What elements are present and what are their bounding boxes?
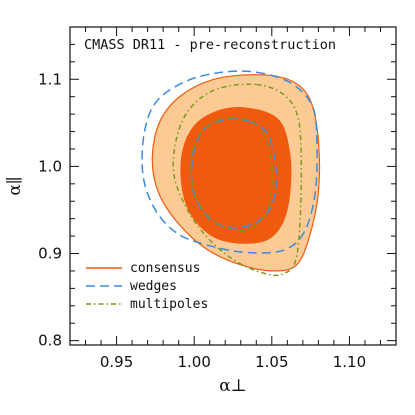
tick-layer: 0.95 1.00 1.05 1.10 0.8 0.9 1.0 1.1 [38, 27, 396, 371]
contour-layer [141, 70, 321, 277]
x-tick-label: 0.95 [100, 353, 133, 371]
chart-title: CMASS DR11 - pre-reconstruction [84, 37, 336, 53]
consensus-contour-1-sigma [180, 107, 292, 244]
multipoles-contour-2-sigma [172, 83, 303, 277]
legend-label-wedges: wedges [130, 279, 177, 294]
y-tick-label: 1.1 [38, 70, 62, 88]
legend: consensus wedges multipoles [86, 261, 208, 312]
legend-label-consensus: consensus [130, 261, 200, 276]
y-axis-label: α∥ [5, 176, 25, 195]
multipoles-contour-1-sigma [190, 117, 273, 231]
plot-frame [69, 26, 397, 346]
y-tick-label: 1.0 [38, 157, 62, 175]
x-tick-label: 1.00 [177, 353, 210, 371]
legend-label-multipoles: multipoles [130, 297, 208, 312]
y-tick-label: 0.9 [38, 245, 62, 263]
wedges-contour-2-sigma [141, 70, 318, 254]
x-axis-label: α⊥ [219, 376, 246, 396]
x-tick-label: 1.05 [255, 353, 288, 371]
y-tick-label: 0.8 [38, 332, 62, 350]
x-tick-label: 1.10 [333, 353, 366, 371]
